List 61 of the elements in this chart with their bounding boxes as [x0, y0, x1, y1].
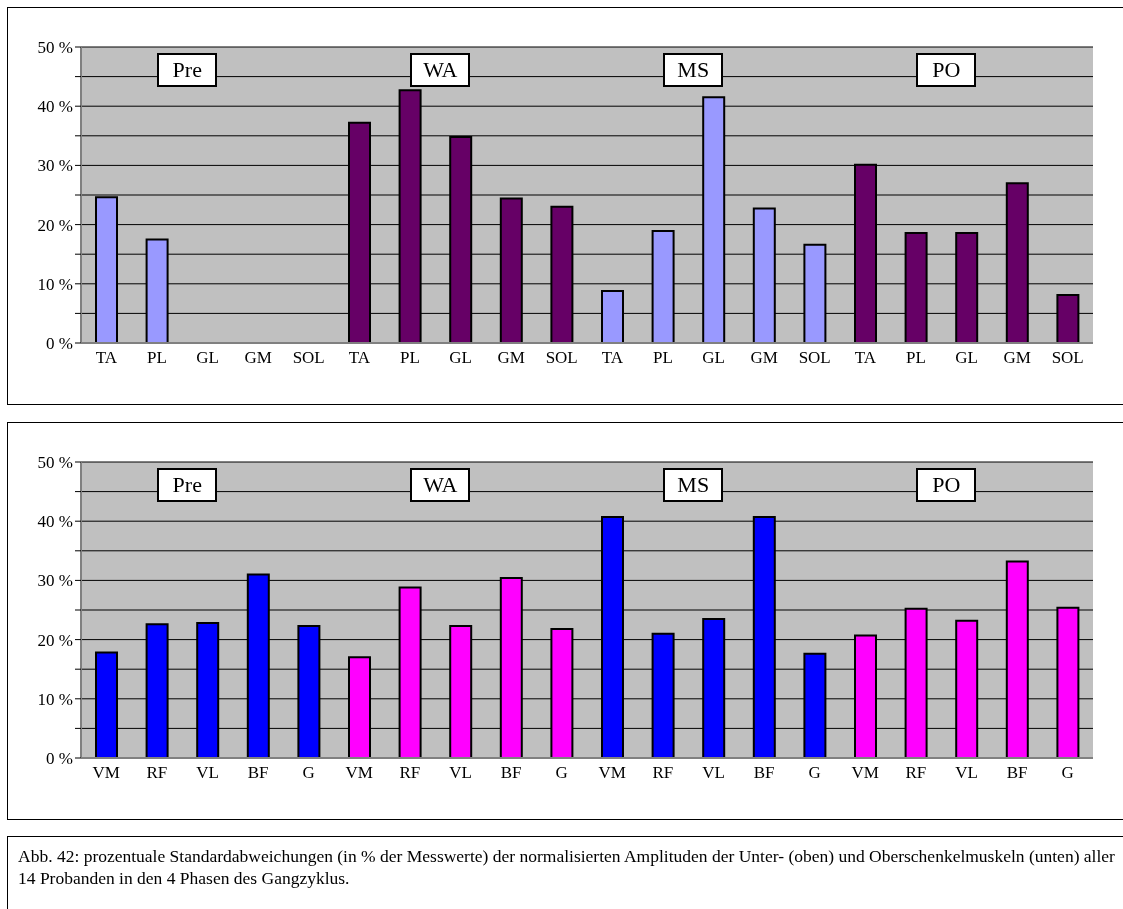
annotation: MS	[663, 53, 724, 87]
x-tick-label: PL	[652, 348, 673, 368]
annotation: WA	[410, 468, 471, 502]
x-tick-label: G	[555, 763, 568, 783]
annotation: PO	[916, 468, 977, 502]
x-tick-label: PL	[399, 348, 420, 368]
x-tick-label: BF	[1006, 763, 1028, 783]
x-tick-label: VM	[345, 763, 373, 783]
x-tick-label: TA	[854, 348, 877, 368]
caption: Abb. 42: prozentuale Standardabweichungen (in % der Messwerte) der normalisierten Amplituden der Unter- (oben) und Oberschenkelmuskeln (unten) aller 14 Probanden in den 4 Phasen des Gangzyklus.	[18, 846, 1115, 888]
y-tick-label: 30 %	[37, 571, 73, 591]
x-tick-label: VM	[92, 763, 120, 783]
x-tick-label: GM	[750, 348, 778, 368]
annotation: WA	[410, 53, 471, 87]
x-tick-label: RF	[399, 763, 421, 783]
y-tick-label: 50 %	[37, 453, 73, 473]
y-tick-label: 40 %	[37, 97, 73, 117]
x-tick-label: GM	[244, 348, 272, 368]
y-tick-label: 0 %	[46, 749, 73, 769]
y-tick-label: 0 %	[46, 334, 73, 354]
y-tick-label: 20 %	[37, 630, 73, 650]
y-tick-label: 50 %	[37, 38, 73, 58]
x-tick-label: TA	[95, 348, 118, 368]
x-tick-label: SOL	[1051, 348, 1084, 368]
x-tick-label: BF	[500, 763, 522, 783]
x-tick-label: VL	[955, 763, 978, 783]
x-tick-label: VM	[851, 763, 879, 783]
x-tick-label: GL	[955, 348, 978, 368]
x-tick-label: GL	[196, 348, 219, 368]
x-tick-label: RF	[146, 763, 168, 783]
x-tick-label: SOL	[798, 348, 831, 368]
x-tick-label: PL	[146, 348, 167, 368]
x-tick-label: GL	[449, 348, 472, 368]
y-tick-label: 20 %	[37, 215, 73, 235]
x-tick-label: VL	[196, 763, 219, 783]
x-tick-label: BF	[247, 763, 269, 783]
x-tick-label: SOL	[292, 348, 325, 368]
annotation: Pre	[157, 53, 218, 87]
x-tick-label: VL	[702, 763, 725, 783]
x-tick-label: GM	[497, 348, 525, 368]
x-tick-label: RF	[905, 763, 927, 783]
x-tick-label: SOL	[545, 348, 578, 368]
y-tick-label: 40 %	[37, 512, 73, 532]
x-tick-label: PL	[905, 348, 926, 368]
annotation: Pre	[157, 468, 218, 502]
x-tick-label: G	[808, 763, 821, 783]
x-tick-label: BF	[753, 763, 775, 783]
x-tick-label: VM	[598, 763, 626, 783]
x-tick-label: TA	[348, 348, 371, 368]
x-tick-label: GM	[1003, 348, 1031, 368]
x-tick-label: TA	[601, 348, 624, 368]
x-tick-label: G	[302, 763, 315, 783]
x-tick-label: RF	[652, 763, 674, 783]
y-tick-label: 10 %	[37, 274, 73, 294]
annotation: MS	[663, 468, 724, 502]
y-tick-label: 30 %	[37, 156, 73, 176]
x-tick-label: VL	[449, 763, 472, 783]
y-tick-label: 10 %	[37, 689, 73, 709]
annotation: PO	[916, 53, 977, 87]
x-tick-label: GL	[702, 348, 725, 368]
x-tick-label: G	[1061, 763, 1074, 783]
